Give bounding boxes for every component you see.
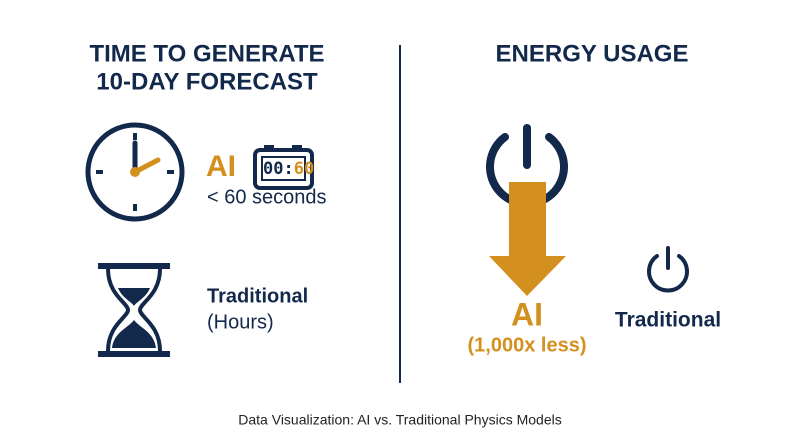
traditional-label: Traditional: [207, 285, 308, 307]
timer-hours: 00: [263, 159, 283, 179]
power-icon-small: [647, 246, 689, 293]
down-arrow: [489, 182, 566, 296]
ai-detail: < 60 seconds: [207, 186, 327, 208]
ai-energy-detail: (1,000x less): [468, 334, 587, 356]
traditional-detail: (Hours): [207, 311, 274, 333]
ai-energy-label: AI: [511, 296, 543, 332]
traditional-energy-label: Traditional: [615, 309, 721, 332]
right-title: ENERGY USAGE: [496, 40, 689, 67]
hourglass-icon: [98, 263, 170, 357]
left-title-line: 10-DAY FORECAST: [96, 68, 318, 95]
timer-display: 00:60: [263, 159, 314, 179]
footer: Data Visualization: AI vs. Traditional P…: [238, 412, 561, 428]
timer-icon: [253, 145, 314, 190]
clock-icon: [85, 122, 185, 222]
timer-seconds: 60: [294, 159, 314, 179]
ai-label: AI: [206, 150, 236, 183]
timer-separator: :: [283, 159, 293, 179]
left-title-line: TIME TO GENERATE: [89, 40, 324, 67]
